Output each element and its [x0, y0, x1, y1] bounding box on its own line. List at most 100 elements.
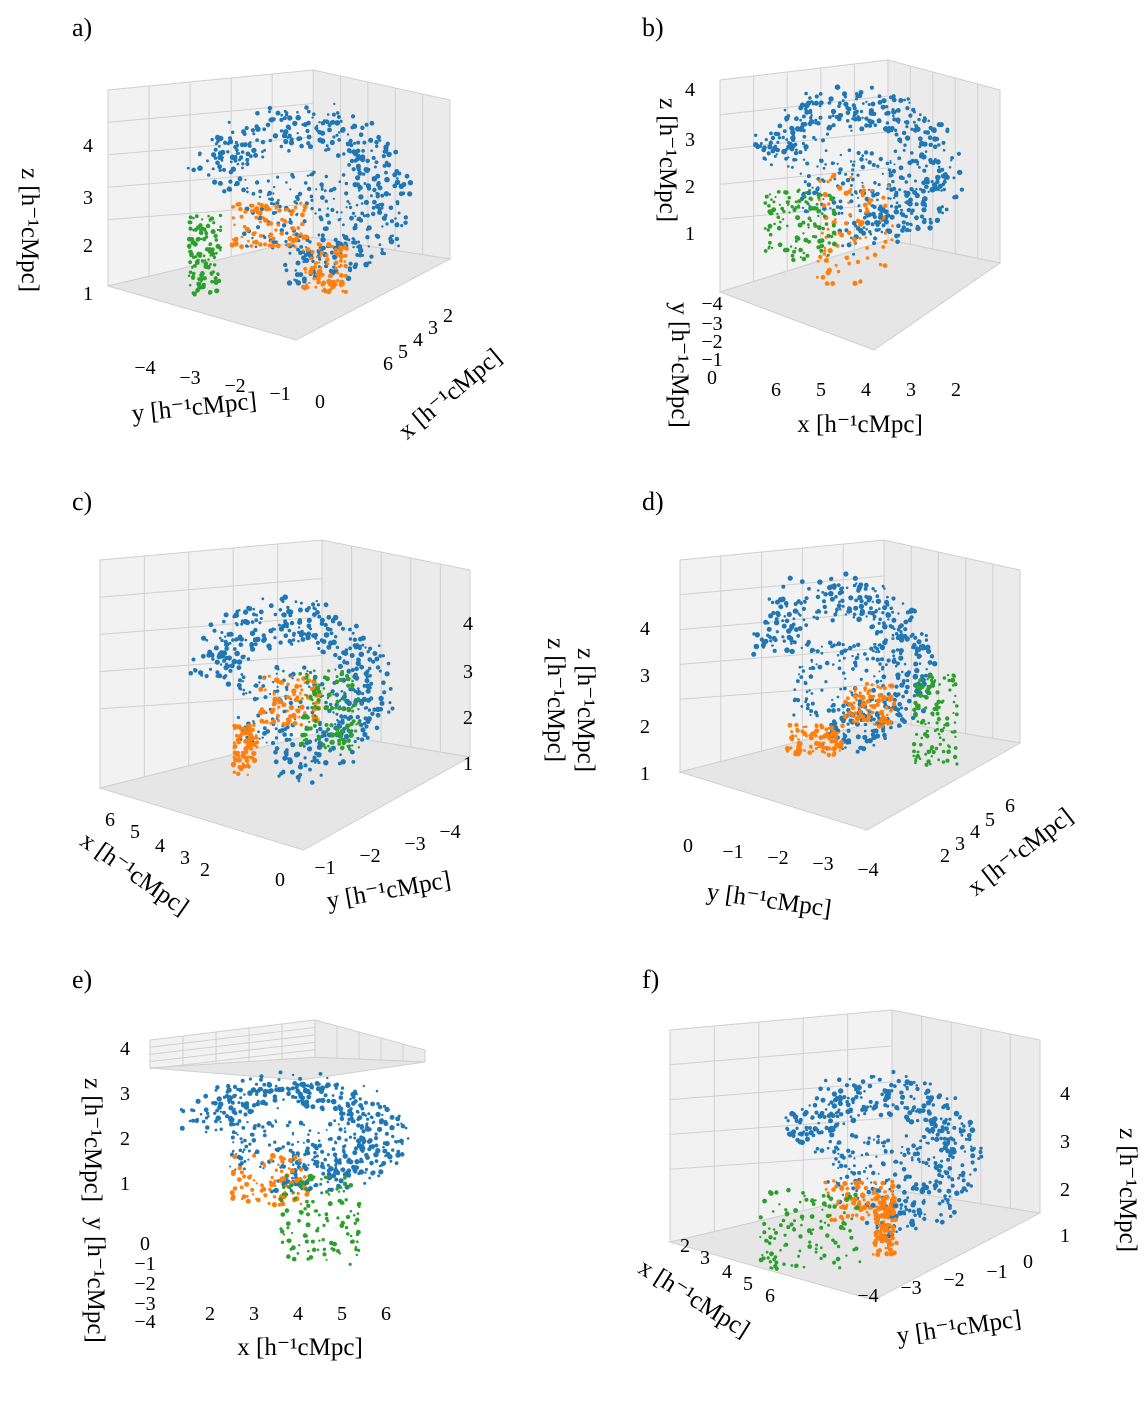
point-blue — [292, 631, 296, 636]
point-blue — [385, 1151, 391, 1157]
point-blue — [232, 1141, 235, 1144]
point-orange — [846, 230, 852, 236]
point-orange — [243, 729, 248, 734]
point-blue — [345, 206, 348, 209]
point-blue — [828, 1139, 832, 1144]
point-blue — [801, 114, 806, 119]
point-blue — [252, 612, 256, 617]
point-blue — [377, 644, 381, 647]
point-blue — [966, 1182, 971, 1187]
point-blue — [919, 1189, 923, 1193]
point-blue — [751, 651, 757, 657]
point-blue — [803, 681, 808, 686]
point-blue — [364, 724, 369, 729]
point-blue — [893, 149, 898, 154]
point-green — [938, 742, 942, 746]
point-green — [327, 669, 331, 673]
point-blue — [877, 100, 883, 105]
point-blue — [363, 199, 369, 205]
point-orange — [826, 180, 830, 184]
point-orange — [287, 235, 293, 242]
point-blue — [267, 1121, 272, 1126]
point-orange — [319, 266, 323, 270]
point-blue — [297, 779, 301, 783]
point-blue — [380, 202, 385, 207]
point-blue — [821, 590, 825, 594]
point-green — [948, 745, 951, 749]
point-blue — [823, 1078, 828, 1083]
floor-pane — [678, 719, 1022, 831]
x-tick-label: 3 — [180, 847, 190, 869]
point-blue — [924, 1161, 929, 1166]
point-orange — [341, 289, 345, 293]
point-blue — [851, 117, 855, 121]
point-blue — [275, 689, 280, 693]
point-blue — [351, 167, 356, 172]
point-blue — [203, 1107, 209, 1113]
point-blue — [312, 612, 317, 617]
point-blue — [256, 1123, 261, 1128]
point-blue — [319, 1182, 323, 1186]
point-blue — [866, 220, 870, 224]
point-blue — [873, 610, 876, 614]
point-green — [318, 1239, 321, 1242]
point-blue — [248, 154, 253, 159]
point-blue — [851, 1186, 856, 1191]
point-blue — [315, 129, 319, 132]
point-blue — [315, 730, 319, 733]
point-blue — [849, 1115, 853, 1119]
point-blue — [348, 261, 353, 266]
point-orange — [858, 222, 863, 227]
point-blue — [869, 646, 874, 651]
point-green — [197, 236, 201, 240]
point-blue — [800, 1107, 804, 1111]
point-blue — [242, 609, 249, 615]
point-blue — [306, 623, 312, 629]
point-blue — [288, 757, 293, 762]
point-orange — [848, 710, 852, 714]
point-orange — [270, 1175, 274, 1180]
point-blue — [804, 102, 810, 109]
point-blue — [330, 689, 335, 694]
point-blue — [970, 1145, 973, 1148]
point-blue — [915, 187, 918, 191]
point-blue — [891, 637, 895, 641]
point-blue — [875, 679, 880, 684]
point-green — [819, 248, 824, 253]
point-green — [342, 1181, 348, 1187]
point-blue — [891, 649, 896, 654]
point-blue — [855, 655, 860, 660]
point-orange — [872, 723, 876, 726]
point-blue — [880, 104, 886, 110]
point-blue — [333, 1159, 337, 1162]
point-orange — [861, 1204, 868, 1211]
point-orange — [868, 202, 872, 206]
point-blue — [781, 635, 785, 639]
point-blue — [233, 183, 237, 187]
point-blue — [935, 179, 940, 185]
point-blue — [287, 115, 293, 121]
point-blue — [875, 657, 880, 662]
point-blue — [796, 679, 800, 684]
point-blue — [257, 1086, 263, 1092]
point-blue — [352, 1150, 358, 1156]
point-blue — [828, 590, 834, 597]
point-blue — [882, 732, 887, 738]
point-orange — [287, 1167, 291, 1170]
point-blue — [268, 1088, 274, 1094]
point-blue — [852, 1084, 858, 1089]
point-green — [305, 1222, 311, 1228]
point-blue — [334, 1163, 338, 1167]
point-blue — [883, 219, 890, 225]
point-orange — [883, 239, 888, 244]
point-blue — [925, 1088, 931, 1094]
point-green — [318, 707, 321, 711]
point-orange — [853, 711, 858, 715]
point-blue — [392, 172, 398, 178]
point-blue — [944, 1103, 950, 1108]
series-blue — [753, 84, 965, 256]
point-orange — [317, 280, 321, 284]
point-blue — [306, 1084, 310, 1088]
point-blue — [851, 163, 856, 167]
point-blue — [273, 1187, 279, 1194]
